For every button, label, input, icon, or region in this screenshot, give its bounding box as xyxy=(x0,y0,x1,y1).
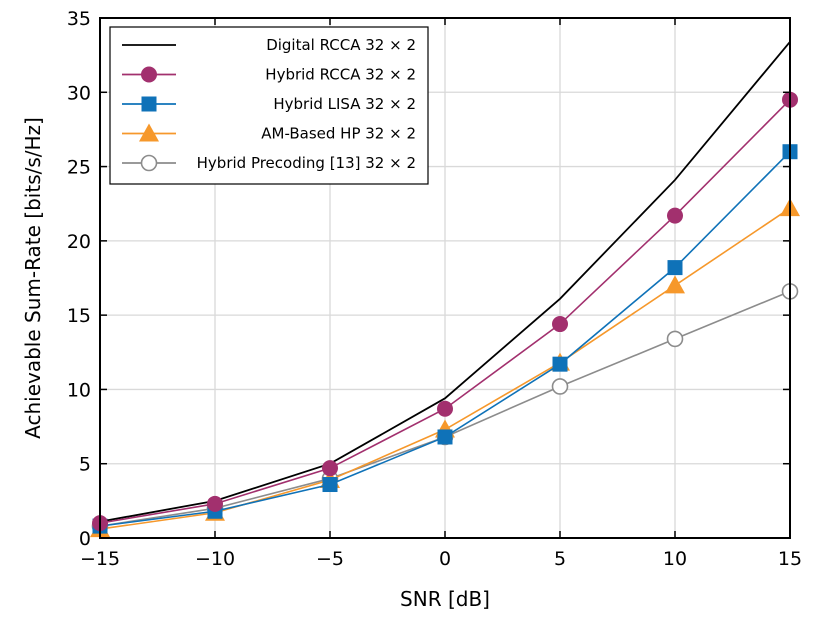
series-1 xyxy=(92,91,798,532)
data-point xyxy=(207,495,223,512)
legend-item: Hybrid RCCA 32 × 2 xyxy=(122,66,416,84)
x-tick-label: −15 xyxy=(80,548,120,570)
ticks: −15 −10 −5 0 5 10 15 0 5 10 15 20 25 30 35 xyxy=(67,8,802,570)
data-point xyxy=(551,378,569,395)
y-tick-label: 30 xyxy=(67,82,91,104)
legend-item: Digital RCCA 32 × 2 xyxy=(122,36,416,54)
legend-marker xyxy=(141,66,157,83)
legend-marker xyxy=(141,96,157,112)
data-point xyxy=(322,460,338,477)
y-tick-label: 15 xyxy=(67,305,91,327)
x-tick-label: −5 xyxy=(316,548,344,570)
legend-marker xyxy=(140,154,158,172)
y-tick-label: 10 xyxy=(67,379,91,401)
legend-box xyxy=(109,26,429,185)
x-axis-title: SNR [dB] xyxy=(400,587,490,611)
data-point xyxy=(322,477,338,493)
y-tick-label: 35 xyxy=(67,8,91,30)
legend-item: AM-Based HP 32 × 2 xyxy=(122,123,416,143)
data-point xyxy=(437,429,453,445)
x-tick-label: 15 xyxy=(778,548,802,570)
legend-label: AM-Based HP 32 × 2 xyxy=(261,125,416,143)
y-tick-label: 5 xyxy=(79,454,91,476)
legend-marker xyxy=(139,123,159,142)
legend-label: Digital RCCA 32 × 2 xyxy=(266,36,416,54)
legend-label: Hybrid RCCA 32 × 2 xyxy=(265,66,416,84)
data-point xyxy=(552,316,568,333)
data-point xyxy=(665,275,685,294)
legend-item: Hybrid LISA 32 × 2 xyxy=(122,95,416,113)
data-point xyxy=(667,207,683,224)
x-tick-label: 10 xyxy=(663,548,687,570)
y-tick-label: 25 xyxy=(67,157,91,179)
data-point xyxy=(666,330,684,348)
legend-label: Hybrid Precoding [13] 32 × 2 xyxy=(197,154,416,172)
legend-item: Hybrid Precoding [13] 32 × 2 xyxy=(122,154,416,172)
data-point xyxy=(552,356,568,372)
data-point xyxy=(437,400,453,417)
y-axis-title: Achievable Sum-Rate [bits/s/Hz] xyxy=(21,117,45,439)
x-tick-label: −10 xyxy=(195,548,235,570)
legend-label: Hybrid LISA 32 × 2 xyxy=(273,95,416,113)
x-tick-label: 5 xyxy=(554,548,566,570)
x-tick-label: 0 xyxy=(439,548,451,570)
series-layer xyxy=(90,41,800,538)
y-tick-label: 20 xyxy=(67,231,91,253)
data-point xyxy=(667,260,683,276)
legend: Digital RCCA 32 × 2 Hybrid RCCA 32 × 2 Hyb… xyxy=(109,26,429,185)
y-tick-label: 0 xyxy=(79,528,91,550)
